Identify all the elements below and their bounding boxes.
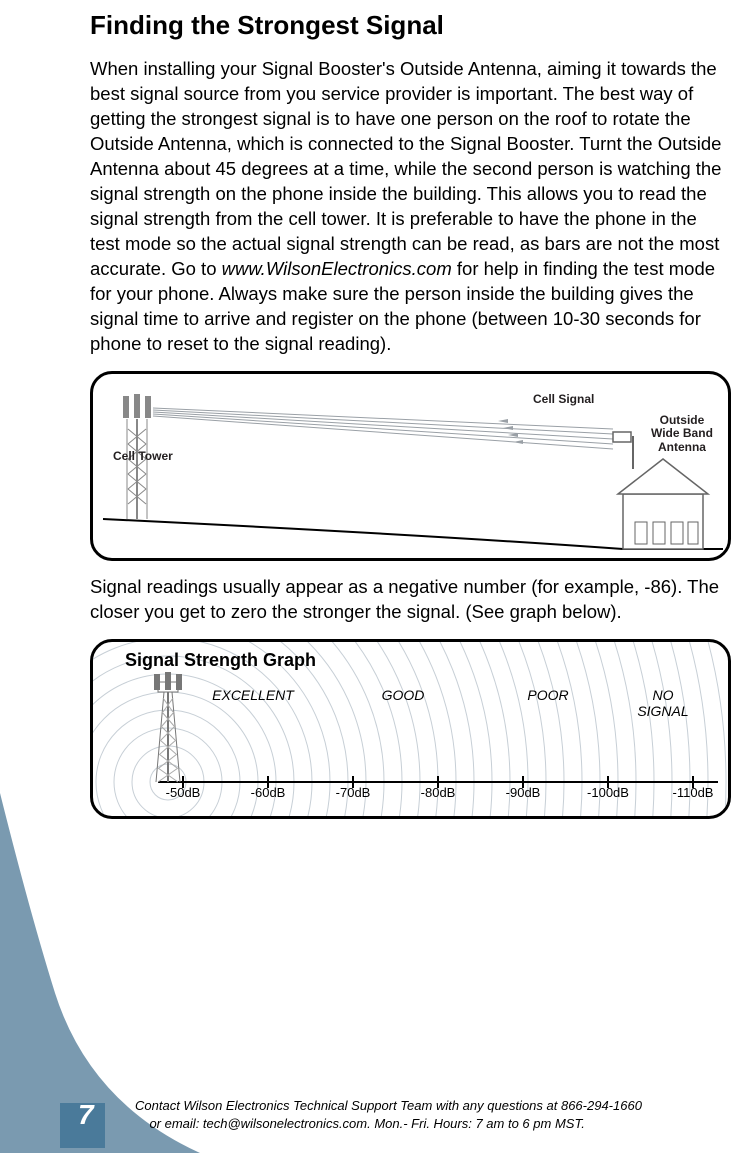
db-label: -80dB [421, 785, 456, 800]
paragraph1-url: www.WilsonElectronics.com [222, 258, 452, 279]
db-label: -60dB [251, 785, 286, 800]
tower-house-diagram: Cell Tower Cell Signal Outside Wide Band… [90, 371, 731, 561]
tower-house-svg [93, 374, 731, 561]
intro-paragraph: When installing your Signal Booster's Ou… [90, 57, 731, 357]
zone-label: GOOD [358, 687, 448, 703]
swoosh-path [0, 793, 200, 1153]
cell-signal-lines [153, 408, 613, 449]
signal-arrow-icon [498, 419, 523, 444]
db-label: -70dB [336, 785, 371, 800]
db-label: -100dB [587, 785, 629, 800]
footer-line1: Contact Wilson Electronics Technical Sup… [135, 1098, 642, 1113]
page-number-box [60, 1103, 105, 1148]
graph-title: Signal Strength Graph [125, 650, 316, 671]
db-label: -90dB [506, 785, 541, 800]
paragraph1-part1: When installing your Signal Booster's Ou… [90, 58, 721, 279]
db-label: -110dB [673, 785, 714, 800]
footer-swoosh-icon [0, 793, 751, 1163]
mini-tower-icon [154, 672, 182, 782]
footer-line2: or email: tech@wilsonelectronics.com. Mo… [149, 1116, 584, 1131]
signal-strength-graph: Signal Strength Graph EXCELLENT GOOD POOR N… [90, 639, 731, 819]
cell-tower-label: Cell Tower [113, 449, 173, 463]
zone-label: EXCELLENT [208, 687, 298, 703]
db-label: -50dB [166, 785, 201, 800]
zone-label: NO SIGNAL [618, 687, 708, 719]
antenna-label-line2: Wide Band [651, 426, 713, 440]
antenna-label-line1: Outside [660, 413, 705, 427]
footer-text: Contact Wilson Electronics Technical Sup… [135, 1097, 642, 1133]
cell-signal-label: Cell Signal [533, 392, 594, 406]
antenna-label: Outside Wide Band Antenna [651, 414, 713, 455]
footer-area: 7 Contact Wilson Electronics Technical S… [0, 793, 751, 1163]
paragraph2: Signal readings usually appear as a nega… [90, 575, 731, 625]
zone-label: POOR [503, 687, 593, 703]
page-number: 7 [78, 1099, 94, 1131]
page-heading: Finding the Strongest Signal [90, 10, 731, 41]
antenna-label-line3: Antenna [658, 440, 706, 454]
